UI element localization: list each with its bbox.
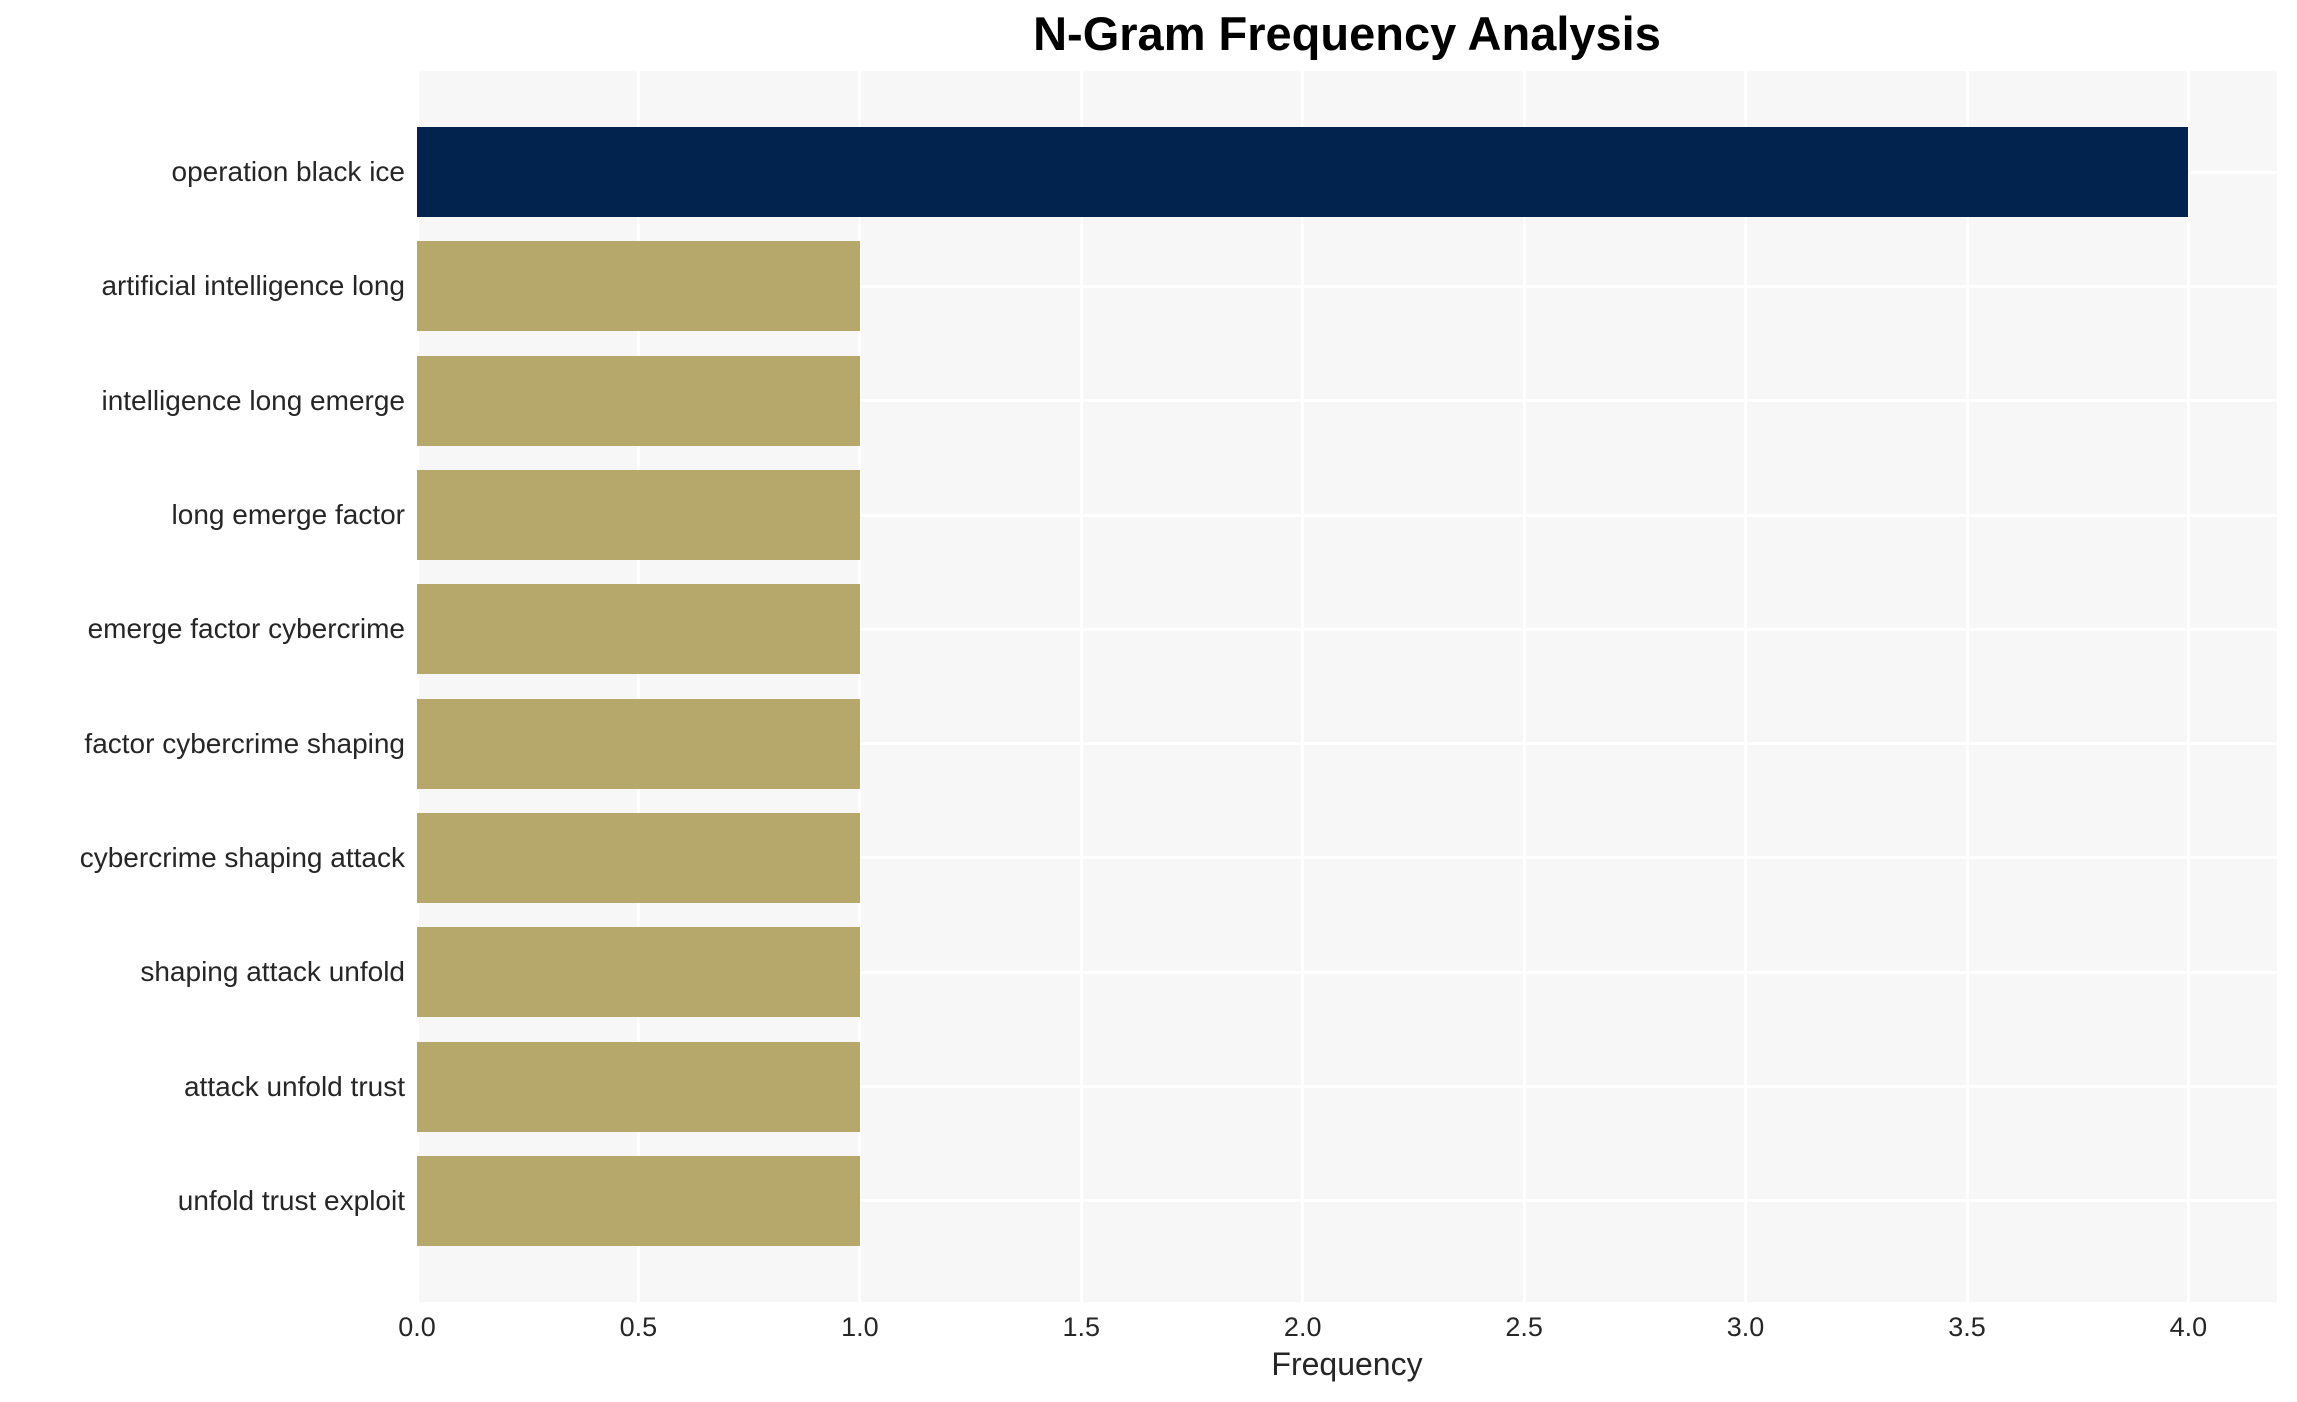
y-gridline [417,1199,2277,1203]
y-gridline [417,627,2277,631]
x-gridline [1744,71,1748,1302]
bar-long-emerge-factor [417,470,860,561]
y-tick-label: emerge factor cybercrime [87,613,405,645]
y-tick-label: attack unfold trust [183,1070,405,1102]
x-gridline [415,71,419,1302]
x-tick-label: 3.5 [1948,1312,1986,1342]
x-gridline [636,71,640,1302]
bar-operation-black-ice [417,127,2189,218]
bar-shaping-attack-unfold [417,927,860,1018]
y-gridline [417,284,2277,288]
y-tick-label: intelligence long emerge [101,384,405,416]
y-tick-label: cybercrime shaping attack [79,841,405,873]
x-gridline [1522,71,1526,1302]
bar-intelligence-long-emerge [417,355,860,446]
bar-cybercrime-shaping-attack [417,812,860,903]
y-gridline [417,513,2277,517]
bar-unfold-trust-exploit [417,1155,860,1246]
x-tick-label: 1.0 [841,1312,879,1342]
y-tick-label: shaping attack unfold [140,956,405,988]
y-tick-label: operation black ice [171,156,405,188]
x-tick-label: 3.0 [1726,1312,1765,1342]
x-tick-label: 4.0 [2169,1312,2208,1342]
x-axis-label: Frequency [1271,1346,1423,1382]
x-gridline [2186,71,2190,1302]
chart-title: N-Gram Frequency Analysis [1033,7,1661,60]
y-gridline [417,856,2277,860]
x-tick-label: 1.5 [1062,1312,1101,1342]
y-tick-label: unfold trust exploit [177,1184,405,1216]
y-tick-label: factor cybercrime shaping [84,727,405,759]
bar-factor-cybercrime-shaping [417,698,860,789]
x-tick-label: 0.0 [398,1312,436,1342]
x-gridline [858,71,862,1302]
x-tick-label: 2.5 [1505,1312,1543,1342]
x-gridline [1079,71,1083,1302]
x-tick-label: 0.5 [619,1312,658,1342]
y-gridline [417,1085,2277,1089]
y-gridline [417,399,2277,403]
bar-emerge-factor-cybercrime [417,584,860,675]
bar-artificial-intelligence-long [417,241,860,332]
y-tick-label: long emerge factor [171,499,405,531]
plot-area [415,71,2277,1302]
bar-attack-unfold-trust [417,1041,860,1132]
y-gridline [417,742,2277,746]
y-tick-label: artificial intelligence long [101,270,405,302]
x-gridline [1965,71,1969,1302]
x-tick-label: 2.0 [1283,1312,1322,1342]
y-gridline [417,970,2277,974]
x-gridline [1301,71,1305,1302]
